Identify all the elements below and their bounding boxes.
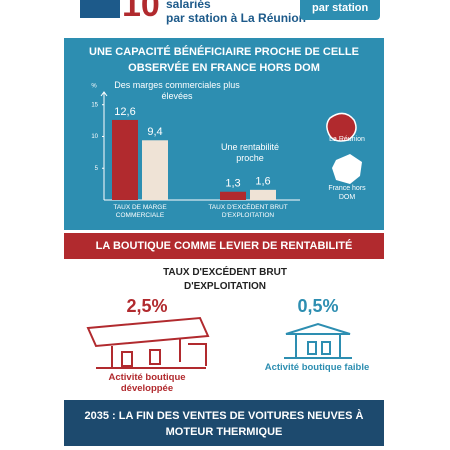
footer-text: 2035 : LA FIN DES VENTES DE VOITURES NEU… <box>84 410 364 438</box>
y-tick-label: 5 <box>95 166 99 172</box>
banner <box>64 233 384 259</box>
footer-banner <box>64 400 384 446</box>
legend-label: France hors DOM <box>328 185 366 201</box>
map-reunion <box>326 112 357 142</box>
x-tick-label: TAUX DE MARGE COMMERCIALE <box>113 204 167 219</box>
bar <box>220 191 246 200</box>
bar <box>112 119 138 200</box>
station-icon <box>284 322 352 359</box>
y-axis-label: % <box>91 84 97 90</box>
kpi-caption: Activité boutique faible <box>264 362 370 373</box>
banner-text: LA BOUTIQUE COMME LEVIER DE RENTABILITÉ <box>95 240 353 252</box>
header-badge <box>300 0 380 20</box>
value-label: 1,6 <box>255 176 270 188</box>
kpi-value: 0,5% <box>297 296 339 316</box>
chart-title: UNE CAPACITÉ BÉNÉFICIAIRE PROCHE DE CELL… <box>89 46 359 74</box>
header-right: par station <box>312 2 369 14</box>
annotation: Des marges commerciales plus élevées <box>114 80 240 101</box>
annotation: Une rentabilité proche <box>220 142 280 163</box>
map-france <box>332 154 362 184</box>
bar <box>250 189 276 200</box>
header-line: salariés <box>166 0 211 11</box>
value-label: 9,4 <box>147 126 162 138</box>
legend-label: La Réunion <box>329 136 365 143</box>
header-number: 10 <box>122 0 160 24</box>
value-label: 12,6 <box>114 106 135 118</box>
subtitle: TAUX D'EXCÉDENT BRUT D'EXPLOITATION <box>163 267 287 292</box>
x-tick-label: TAUX D'EXCÉDENT BRUT D'EXPLOITATION <box>208 204 288 219</box>
axis-arrow <box>100 91 108 97</box>
header-line: par station à La Réunion <box>166 11 307 25</box>
station-icon <box>86 316 210 369</box>
kpi-value: 2,5% <box>126 296 168 316</box>
y-tick-label: 10 <box>91 134 98 140</box>
header-icon <box>80 0 120 18</box>
y-tick-label: 15 <box>91 102 98 108</box>
value-label: 1,3 <box>225 178 240 190</box>
bar <box>142 140 168 200</box>
kpi-caption: Activité boutique développée <box>108 372 186 394</box>
